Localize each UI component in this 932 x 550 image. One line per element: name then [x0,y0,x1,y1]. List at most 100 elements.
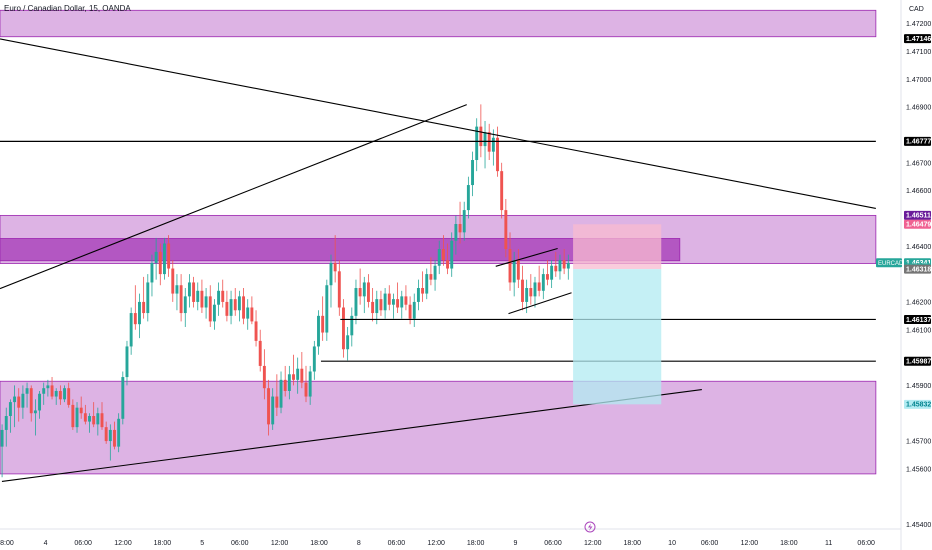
candle [450,240,454,269]
candle [508,249,512,283]
price-tag [904,264,931,274]
candle [108,429,112,442]
candle [416,288,420,302]
x-tick-label: 5 [200,540,204,547]
candle [75,407,79,428]
candle [454,224,458,241]
candle [562,260,566,269]
price-scale-background[interactable] [901,0,932,550]
candle [375,299,379,314]
candle [196,290,200,302]
candle [441,249,445,261]
candle [237,296,241,311]
candle [225,301,229,316]
price-tag [904,356,931,366]
candle [308,371,312,397]
symbol-tag-label: EURCAD [878,261,904,267]
candle [175,285,179,294]
candle [337,271,341,308]
trend-line [495,247,558,267]
candle [312,346,316,372]
y-tick-label: 1.45700 [906,439,931,446]
candle [125,346,129,378]
candle [296,368,300,380]
candle [529,288,533,297]
y-tick-label: 1.47200 [906,21,931,28]
candle [67,388,71,405]
candle [162,243,166,275]
candle [21,393,25,408]
lightning-icon[interactable] [584,521,596,533]
candle [142,301,146,314]
y-tick-label: 1.45400 [906,522,931,529]
x-tick-label: 18:00 [154,540,172,547]
candle [412,301,416,319]
candle [387,293,391,305]
take-profit-zone [573,269,662,405]
candle [321,315,325,333]
candle [358,288,362,297]
candle [379,299,383,311]
candle [229,299,233,316]
currency-label[interactable]: CAD [909,6,924,13]
x-tick-label: 18:00 [467,540,485,547]
x-tick-label: 18:00 [780,540,798,547]
y-axis-ticks: 1.47200 1.47100 1.47000 1.46900 1.46700 1.466… [906,21,931,529]
y-tick-label: 1.45600 [906,466,931,473]
candle [421,288,425,294]
y-tick-label: 1.46900 [906,105,931,112]
candle [104,427,108,442]
x-tick-label: 06:00 [74,540,92,547]
candle [133,313,137,325]
candle [342,307,345,350]
candle [4,416,8,430]
candle [8,402,12,417]
candle [138,301,141,325]
candle [29,388,33,414]
candle [554,265,558,272]
price-tag-label: 1.46479 [906,222,931,229]
candle [121,377,125,419]
candle [158,251,162,275]
candle [483,132,487,147]
price-tag-label: 1.46318 [906,266,931,273]
x-tick-label: 8 [357,540,361,547]
candle [550,265,554,280]
candle [58,390,62,400]
candle [113,429,116,447]
candle [212,304,216,322]
x-tick-label: 06:00 [701,540,719,547]
x-tick-label: 9 [514,540,518,547]
candle [17,396,21,408]
candle [25,388,29,394]
x-tick-label: 18:00 [623,540,641,547]
candle [525,288,529,302]
x-tick-label: 4 [44,540,48,547]
candle [33,410,37,414]
candle [42,388,46,394]
candle [262,365,266,389]
candle [208,296,212,322]
y-tick-label: 1.47000 [906,77,931,84]
candle [88,416,91,422]
candle [425,274,429,294]
candle [179,285,183,314]
candle [437,249,441,266]
chart-title: Euro / Canadian Dollar, 15, OANDA [4,4,131,13]
candle [117,418,121,447]
candles [0,104,570,478]
short-position-tool[interactable] [573,224,662,405]
y-tick-label: 1.46100 [906,327,931,334]
candle [100,413,104,428]
candle [129,313,133,347]
candle [479,126,483,147]
price-tag [904,136,931,146]
candle [491,137,495,152]
candle [154,251,158,263]
price-tag [904,314,931,324]
candle [287,374,291,391]
candle [96,413,100,425]
trend-line [1,389,702,482]
candle [408,304,412,319]
